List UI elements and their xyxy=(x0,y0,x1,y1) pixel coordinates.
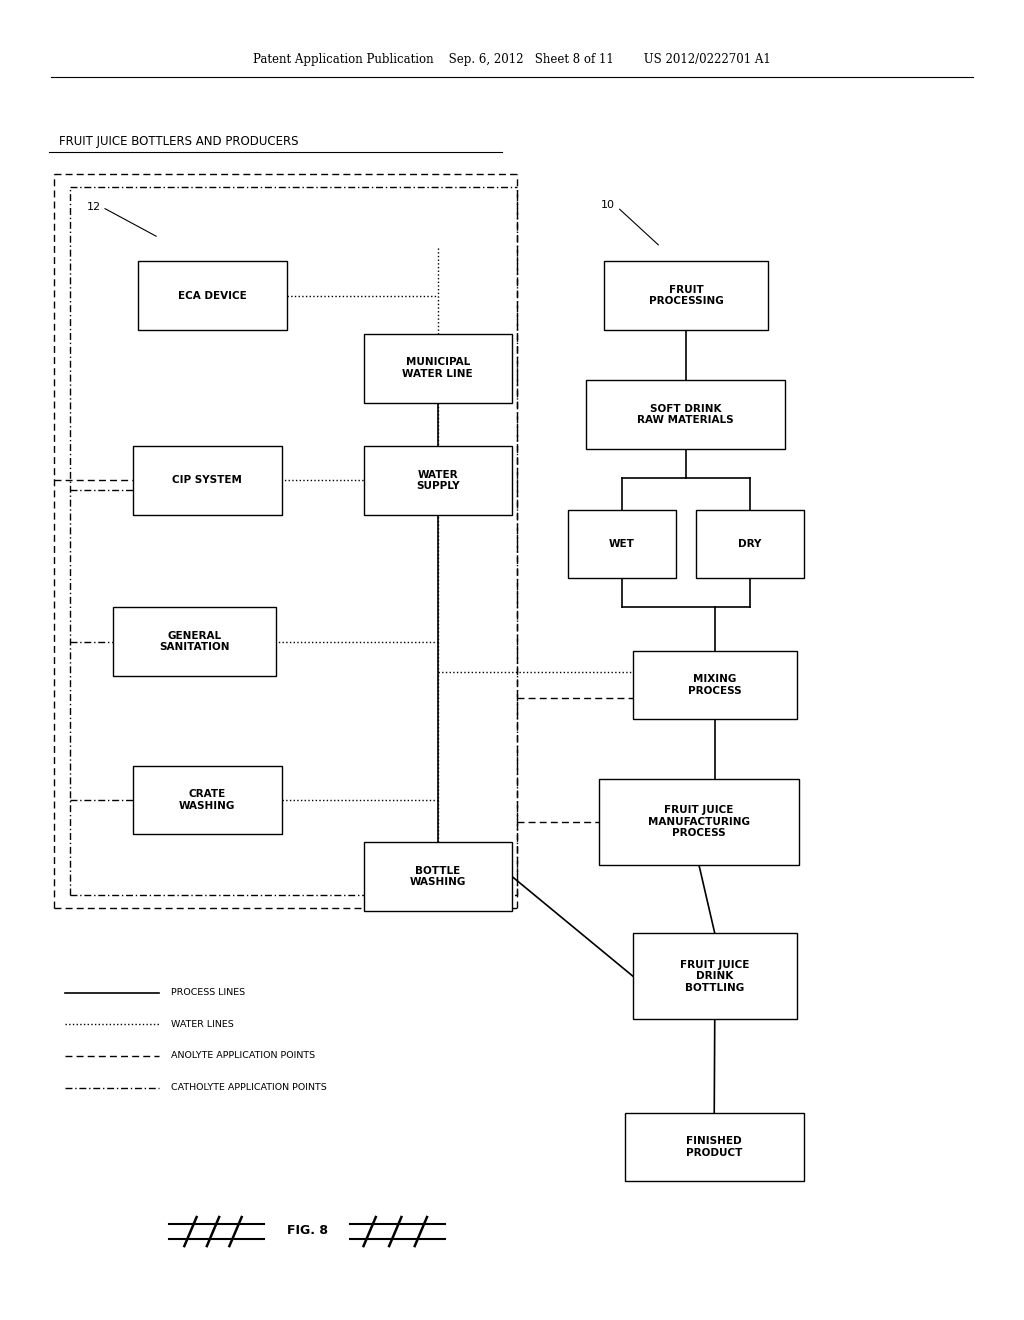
Text: ECA DEVICE: ECA DEVICE xyxy=(178,290,247,301)
Text: FIG. 8: FIG. 8 xyxy=(287,1224,328,1237)
Bar xyxy=(138,261,287,330)
Text: 12: 12 xyxy=(87,202,101,213)
Text: SOFT DRINK
RAW MATERIALS: SOFT DRINK RAW MATERIALS xyxy=(637,404,734,425)
Bar xyxy=(364,842,512,911)
Text: FRUIT JUICE
MANUFACTURING
PROCESS: FRUIT JUICE MANUFACTURING PROCESS xyxy=(648,805,750,838)
Text: FRUIT JUICE
DRINK
BOTTLING: FRUIT JUICE DRINK BOTTLING xyxy=(680,960,750,993)
Text: WATER
SUPPLY: WATER SUPPLY xyxy=(416,470,460,491)
Text: Patent Application Publication    Sep. 6, 2012   Sheet 8 of 11        US 2012/02: Patent Application Publication Sep. 6, 2… xyxy=(253,53,771,66)
Text: WATER LINES: WATER LINES xyxy=(171,1020,233,1028)
Bar xyxy=(133,766,282,834)
Text: BOTTLE
WASHING: BOTTLE WASHING xyxy=(410,866,466,887)
Bar xyxy=(568,510,676,578)
Bar xyxy=(633,933,797,1019)
Text: FRUIT JUICE BOTTLERS AND PRODUCERS: FRUIT JUICE BOTTLERS AND PRODUCERS xyxy=(59,135,299,148)
Bar xyxy=(586,380,785,449)
Text: MUNICIPAL
WATER LINE: MUNICIPAL WATER LINE xyxy=(402,358,473,379)
Bar xyxy=(113,607,276,676)
Bar xyxy=(625,1113,804,1181)
Text: PROCESS LINES: PROCESS LINES xyxy=(171,989,245,997)
Bar xyxy=(696,510,804,578)
Text: 10: 10 xyxy=(601,199,615,210)
Bar xyxy=(133,446,282,515)
Bar xyxy=(364,334,512,403)
Text: CRATE
WASHING: CRATE WASHING xyxy=(179,789,236,810)
Text: GENERAL
SANITATION: GENERAL SANITATION xyxy=(160,631,229,652)
Text: MIXING
PROCESS: MIXING PROCESS xyxy=(688,675,741,696)
Bar xyxy=(633,651,797,719)
Bar xyxy=(364,446,512,515)
Text: FRUIT
PROCESSING: FRUIT PROCESSING xyxy=(649,285,723,306)
Bar xyxy=(599,779,799,865)
Text: CIP SYSTEM: CIP SYSTEM xyxy=(172,475,243,486)
Bar xyxy=(604,261,768,330)
Text: DRY: DRY xyxy=(738,539,762,549)
Text: WET: WET xyxy=(609,539,635,549)
Text: CATHOLYTE APPLICATION POINTS: CATHOLYTE APPLICATION POINTS xyxy=(171,1084,327,1092)
Text: FINISHED
PRODUCT: FINISHED PRODUCT xyxy=(686,1137,742,1158)
Text: ANOLYTE APPLICATION POINTS: ANOLYTE APPLICATION POINTS xyxy=(171,1052,315,1060)
